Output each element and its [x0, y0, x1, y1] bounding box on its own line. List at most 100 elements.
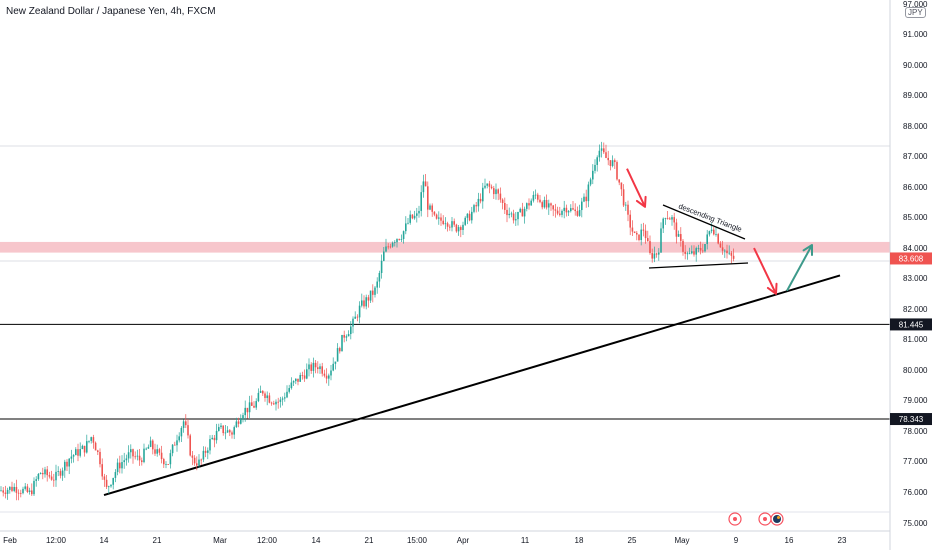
- candle: [556, 206, 559, 216]
- candle: [253, 401, 255, 409]
- candle: [347, 330, 350, 337]
- candle: [693, 245, 695, 257]
- candle: [149, 436, 152, 448]
- candle: [147, 444, 150, 449]
- candle: [317, 361, 319, 374]
- candle: [611, 155, 614, 168]
- time-tick-label: 23: [838, 536, 847, 545]
- triangle-upper-line: [662, 204, 746, 240]
- candle: [215, 423, 218, 444]
- candle: [367, 294, 370, 308]
- candle: [44, 466, 46, 478]
- candle: [435, 213, 438, 220]
- time-axis[interactable]: Feb 12:00 14 21 Mar 12:00 14 21 15:00 Apr 11 18 25 Ma…: [0, 511, 890, 545]
- candle: [482, 182, 484, 209]
- candle: [688, 247, 691, 255]
- candle: [15, 479, 18, 501]
- candle: [730, 251, 733, 264]
- candle: [567, 209, 570, 216]
- candle: [361, 293, 363, 308]
- candle: [145, 447, 147, 451]
- candle: [103, 473, 106, 487]
- candle: [523, 206, 526, 224]
- candle: [479, 193, 482, 204]
- candle: [108, 485, 110, 494]
- candle: [64, 459, 66, 478]
- candle: [658, 248, 660, 261]
- candle: [394, 240, 396, 247]
- candle: [233, 425, 235, 440]
- candle: [154, 443, 156, 457]
- candle: [499, 187, 502, 203]
- candle: [600, 141, 603, 158]
- candle: [640, 223, 642, 246]
- candle: [213, 434, 216, 448]
- time-tick-label: 25: [628, 536, 637, 545]
- candle: [57, 466, 59, 477]
- candle: [6, 487, 9, 500]
- candle: [59, 468, 62, 479]
- candle: [420, 185, 422, 217]
- candle: [345, 334, 348, 342]
- candle: [497, 188, 499, 201]
- candle: [308, 358, 310, 377]
- candle: [442, 215, 444, 226]
- candle: [319, 363, 321, 374]
- candle: [660, 222, 662, 254]
- price-tick-label: 84.000: [903, 244, 928, 253]
- candle: [255, 398, 257, 410]
- candle: [92, 434, 95, 449]
- candle: [328, 373, 330, 386]
- candle: [163, 457, 165, 468]
- candle: [281, 396, 284, 406]
- candle: [704, 243, 706, 253]
- candle: [37, 472, 40, 481]
- candle: [75, 447, 77, 456]
- candle: [132, 448, 134, 464]
- candle: [200, 458, 202, 465]
- price-tick-label: 80.000: [903, 366, 928, 375]
- time-tick-label: Mar: [213, 536, 227, 545]
- candle: [647, 230, 649, 242]
- candle: [284, 392, 286, 402]
- candle: [363, 295, 365, 309]
- candle: [438, 211, 440, 225]
- candle: [268, 392, 271, 404]
- candle: [4, 485, 7, 499]
- candle: [339, 346, 341, 354]
- news-marker[interactable]: [758, 512, 772, 526]
- time-tick-label: Feb: [3, 536, 17, 545]
- candle: [636, 231, 638, 241]
- candle: [616, 160, 618, 181]
- earnings-marker[interactable]: [770, 512, 784, 526]
- candle: [519, 207, 521, 213]
- candle: [24, 483, 26, 491]
- candle: [424, 173, 427, 187]
- candle: [391, 241, 394, 248]
- price-tick-label: 79.000: [903, 396, 928, 405]
- candle: [114, 469, 117, 483]
- candle: [94, 441, 97, 451]
- news-marker[interactable]: [728, 512, 742, 526]
- candle: [713, 227, 715, 236]
- candle: [61, 467, 64, 481]
- currency-badge[interactable]: JPY: [905, 7, 926, 18]
- time-tick-label: 21: [365, 536, 374, 545]
- candle: [673, 212, 675, 230]
- price-tick-label: 87.000: [903, 152, 928, 161]
- candle: [528, 198, 530, 210]
- candle: [666, 211, 669, 220]
- event-markers[interactable]: [728, 512, 784, 526]
- candle: [471, 206, 473, 224]
- candle: [176, 434, 178, 452]
- candle: [570, 204, 572, 213]
- candle: [160, 445, 163, 464]
- candle: [136, 449, 139, 461]
- price-axis[interactable]: 97.000 91.000 90.000 89.000 88.000 87.000 86.0…: [889, 0, 932, 550]
- candle: [537, 192, 539, 203]
- candle: [721, 240, 724, 255]
- candle: [143, 443, 145, 464]
- candle: [55, 464, 57, 487]
- candle: [576, 206, 579, 217]
